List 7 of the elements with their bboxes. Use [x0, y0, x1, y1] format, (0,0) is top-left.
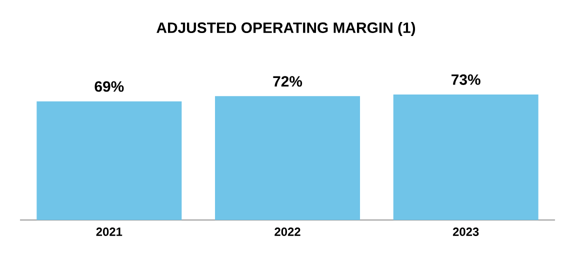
x-tick-label: 2022	[274, 228, 300, 236]
data-label: 69%	[94, 81, 124, 92]
chart-title: ADJUSTED OPERATING MARGIN (1)	[156, 22, 416, 36]
data-label: 72%	[273, 76, 302, 87]
data-label: 73%	[452, 74, 480, 85]
x-tick-label: 2023	[452, 228, 479, 236]
x-tick-label: 2021	[96, 228, 122, 236]
